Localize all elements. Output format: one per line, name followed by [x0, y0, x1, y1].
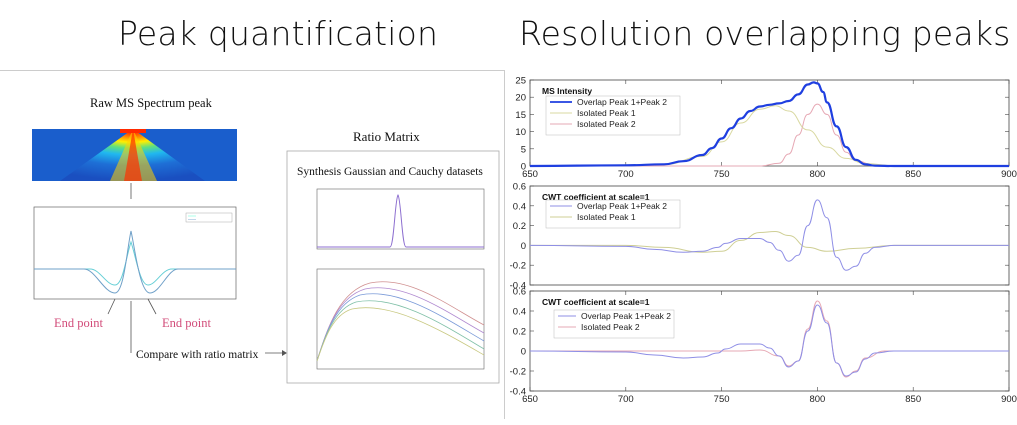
chart-3-title: CWT coefficient at scale=1 [542, 297, 650, 307]
y-tick-label: 0.4 [513, 307, 526, 318]
legend-box [545, 199, 681, 229]
y-tick-label: 0.2 [513, 221, 526, 232]
x-tick-label: 750 [714, 169, 730, 180]
legend-label: Overlap Peak 1+Peak 2 [577, 201, 667, 211]
raw-spectrum-heatmap [32, 129, 237, 181]
x-tick-label: 700 [618, 394, 634, 405]
series-line-1 [529, 81, 1009, 168]
y-tick-label: -0.4 [510, 387, 526, 398]
y-tick-label: -0.2 [510, 261, 526, 272]
y-tick-label: 0 [521, 162, 526, 173]
y-tick-label: 0 [521, 241, 526, 252]
left-heading: Peak quantification [118, 14, 439, 53]
chart-3-frame [529, 290, 1010, 392]
x-tick-label: 650 [522, 169, 538, 180]
legend-label: Overlap Peak 1+Peak 2 [581, 311, 671, 321]
legend-box [553, 309, 675, 339]
legend-label: Isolated Peak 1 [577, 212, 636, 222]
x-tick-label: 900 [1001, 169, 1017, 180]
synthesis-label: Synthesis Gaussian and Cauchy datasets [297, 166, 483, 178]
workflow-diagram: Raw MS Spectrum peak End point End point… [32, 96, 500, 384]
chart-2-title: CWT coefficient at scale=1 [542, 192, 650, 202]
overlap-charts: 0 5 10 15 20 25 650 700 750 800 850 900 MS Intensity… [510, 76, 1017, 406]
y-tick-label: -0.4 [510, 281, 526, 292]
legend-label: Overlap Peak 1+Peak 2 [577, 97, 667, 107]
series-line-2 [530, 300, 1009, 378]
y-tick-label: 0 [521, 347, 526, 358]
y-tick-label: 15 [515, 110, 526, 121]
x-tick-label: 850 [905, 394, 921, 405]
ratio-matrix-box: Synthesis Gaussian and Cauchy datasets [286, 150, 500, 384]
y-tick-label: 0.2 [513, 327, 526, 338]
y-tick-label: 20 [515, 93, 526, 104]
y-tick-label: 5 [521, 144, 526, 155]
legend-label: Isolated Peak 2 [581, 322, 640, 332]
legend-label: Isolated Peak 1 [577, 108, 636, 118]
end-point-right-label: End point [162, 316, 211, 330]
series-line-1 [529, 304, 1009, 377]
overlapping-peaks-figure: 0 5 10 15 20 25 650 700 750 800 850 900 MS Intensity… [508, 70, 1017, 419]
x-tick-label: 900 [1001, 394, 1017, 405]
chart-3: -0.4 -0.2 0 0.2 0.4 0.6 650 700 750 800 850 900 CWT … [510, 287, 1017, 406]
chart-1-title: MS Intensity [542, 86, 592, 96]
right-heading: Resolution overlapping peaks [519, 14, 1011, 53]
compare-label: Compare with ratio matrix [136, 349, 259, 361]
raw-ms-label: Raw MS Spectrum peak [90, 96, 213, 110]
ratio-matrix-title: Ratio Matrix [353, 129, 420, 144]
end-point-left-label: End point [54, 316, 103, 330]
x-tick-label: 850 [905, 169, 921, 180]
y-tick-label: 0.4 [513, 201, 526, 212]
y-tick-label: 25 [515, 76, 526, 87]
derivative-plot [33, 206, 237, 300]
x-tick-label: 700 [618, 169, 634, 180]
y-tick-label: 0.6 [513, 287, 526, 298]
y-tick-label: -0.2 [510, 367, 526, 378]
x-tick-label: 800 [809, 169, 825, 180]
x-tick-label: 650 [522, 394, 538, 405]
y-tick-label: 10 [515, 127, 526, 138]
peak-quantification-figure: Raw MS Spectrum peak End point End point… [0, 70, 505, 419]
chart-1: 0 5 10 15 20 25 650 700 750 800 850 900 MS Intensity… [515, 76, 1017, 181]
series-line-1 [529, 199, 1009, 271]
chart-2: -0.4 -0.2 0 0.2 0.4 0.6 CWT coefficient at sca… [510, 182, 1010, 292]
x-tick-label: 750 [714, 394, 730, 405]
series-line-2 [529, 231, 1009, 253]
x-tick-label: 800 [809, 394, 825, 405]
legend-label: Isolated Peak 2 [577, 119, 636, 129]
y-tick-label: 0.6 [513, 182, 526, 193]
